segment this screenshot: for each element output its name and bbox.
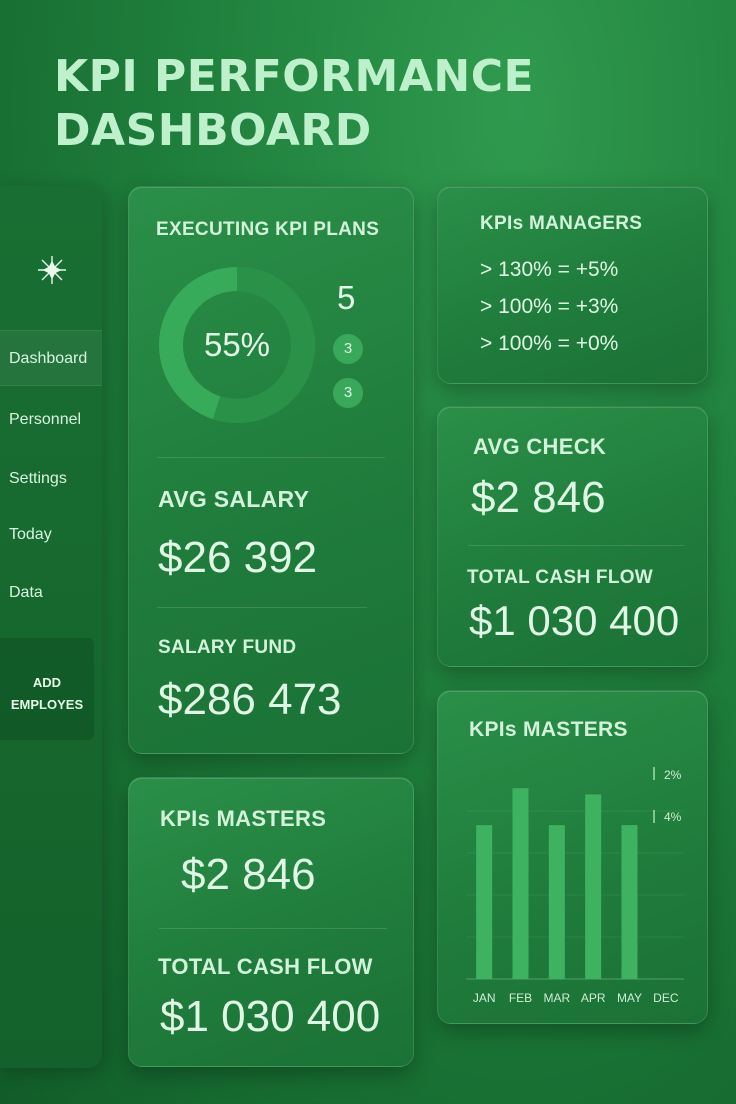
add-employee-button[interactable]: ADD EMPLOYES xyxy=(0,638,94,740)
sidebar-item-label: Dashboard xyxy=(9,350,88,367)
annotation-label: 4% xyxy=(664,810,682,824)
manager-rule: > 100% = +0% xyxy=(480,332,619,355)
annotation-label: 2% xyxy=(664,768,682,782)
managers-card: KPIs MANAGERS > 130% = +5% > 100% = +3% … xyxy=(437,186,708,384)
chart-bar xyxy=(512,788,529,979)
masters-summary-card: KPIs MASTERS $2 846 TOTAL CASH FLOW $1 0… xyxy=(128,777,414,1067)
sidebar: Dashboard Personnel Settings Today Data … xyxy=(0,186,102,1068)
chart-bar xyxy=(621,825,638,979)
sidebar-item-personnel[interactable]: Personnel xyxy=(0,392,102,448)
divider xyxy=(157,607,367,608)
chart-bar xyxy=(476,825,493,979)
chart-grid xyxy=(466,810,684,980)
managers-title: KPIs MANAGERS xyxy=(480,213,643,234)
bars xyxy=(476,788,638,979)
salary-fund-value: $286 473 xyxy=(158,675,342,724)
ring-fill xyxy=(159,267,315,423)
avg-salary-label: AVG SALARY xyxy=(158,486,310,512)
x-tick-label: JAN xyxy=(473,991,496,1005)
x-tick-label: MAR xyxy=(543,991,570,1005)
kpi-plans-card: EXECUTING KPI PLANS 55% 5 3 3 AVG SALARY… xyxy=(128,186,414,754)
salary-fund-label: SALARY FUND xyxy=(158,637,297,658)
cash-flow-label: TOTAL CASH FLOW xyxy=(467,567,654,588)
divider xyxy=(157,457,385,458)
manager-rule: > 130% = +5% xyxy=(480,258,619,281)
sidebar-item-label: Settings xyxy=(9,470,67,487)
count-badge: 3 xyxy=(333,334,363,364)
chart-bar xyxy=(585,794,602,979)
kpi-plans-title: EXECUTING KPI PLANS xyxy=(156,219,380,240)
page-title-line1: KPI PERFORMANCE xyxy=(54,51,535,102)
plans-count: 5 xyxy=(337,279,356,316)
cash-flow-value: $1 030 400 xyxy=(469,597,680,644)
chart-title: KPIs MASTERS xyxy=(469,718,628,741)
x-tick-label: APR xyxy=(581,991,606,1005)
percent-value: 55% xyxy=(203,326,271,363)
sidebar-item-today[interactable]: Today xyxy=(0,507,102,563)
avg-check-label: AVG CHECK xyxy=(473,434,607,459)
page-title-line2: DASHBOARD xyxy=(54,105,372,156)
compass-icon xyxy=(38,256,66,284)
bar-chart: 2% 4% JAN FEB MAR APR MAY DEC xyxy=(466,767,684,1005)
masters-chart-card: KPIs MASTERS 2% 4% JAN FEB MAR APR MAY DEC xyxy=(437,690,708,1024)
sidebar-item-label: Data xyxy=(9,584,43,601)
divider xyxy=(468,545,684,546)
avg-check-card: AVG CHECK $2 846 TOTAL CASH FLOW $1 030 … xyxy=(437,406,708,667)
sidebar-item-data[interactable]: Data xyxy=(0,565,102,621)
page-title: KPI PERFORMANCE DASHBOARD xyxy=(54,50,534,158)
sidebar-item-settings[interactable]: Settings xyxy=(0,451,102,507)
divider xyxy=(159,928,387,929)
avg-check-value: $2 846 xyxy=(471,473,606,522)
progress-ring xyxy=(159,267,315,423)
cash-flow-label: TOTAL CASH FLOW xyxy=(158,954,373,979)
cash-flow-value: $1 030 400 xyxy=(160,992,381,1041)
masters-value: $2 846 xyxy=(181,850,316,899)
avg-salary-value: $26 392 xyxy=(158,533,318,582)
sidebar-item-dashboard[interactable]: Dashboard xyxy=(0,330,102,386)
masters-label: KPIs MASTERS xyxy=(160,806,327,831)
x-tick-label: FEB xyxy=(509,991,532,1005)
x-tick-label: DEC xyxy=(653,991,679,1005)
sidebar-item-label: Personnel xyxy=(9,411,82,428)
add-button-line1: ADD xyxy=(32,675,62,690)
add-button-line2: EMPLOYES xyxy=(10,697,84,712)
chart-bar xyxy=(548,825,565,979)
x-axis-labels: JAN FEB MAR APR MAY DEC xyxy=(473,991,679,1005)
manager-rule: > 100% = +3% xyxy=(480,295,619,318)
count-badge: 3 xyxy=(333,378,363,408)
x-tick-label: MAY xyxy=(617,991,642,1005)
sidebar-item-label: Today xyxy=(9,526,52,543)
